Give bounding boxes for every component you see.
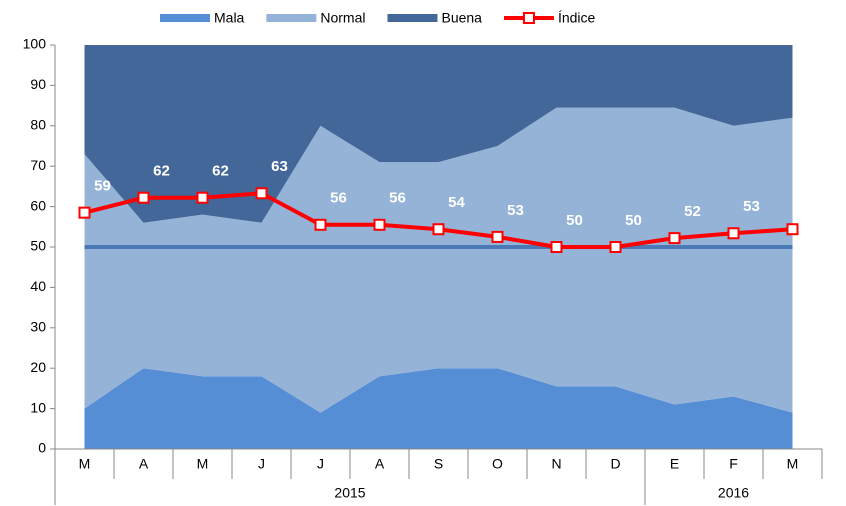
index-marker bbox=[727, 227, 740, 240]
data-label: 53 bbox=[507, 202, 524, 219]
index-marker bbox=[314, 218, 327, 231]
y-tick-label: 0 bbox=[38, 440, 46, 456]
data-label: 54 bbox=[802, 194, 819, 211]
y-tick-label: 20 bbox=[30, 359, 46, 375]
area bbox=[84, 368, 793, 449]
data-label: 52 bbox=[684, 203, 701, 220]
x-tick-label: E bbox=[670, 456, 679, 472]
legend-label: Índice bbox=[558, 10, 596, 26]
y-tick-label: 60 bbox=[30, 197, 46, 213]
x-tick-label: O bbox=[492, 456, 503, 472]
data-label: 54 bbox=[448, 194, 465, 211]
legend-swatch bbox=[387, 14, 438, 22]
y-tick-label: 10 bbox=[30, 399, 46, 415]
index-marker bbox=[196, 191, 209, 204]
group-label: 2015 bbox=[334, 485, 365, 501]
index-marker bbox=[668, 232, 681, 245]
area bbox=[84, 45, 793, 223]
x-tick-label: S bbox=[434, 456, 443, 472]
index-marker bbox=[255, 187, 268, 200]
index-marker bbox=[78, 206, 91, 219]
data-label: 56 bbox=[389, 190, 406, 207]
x-tick-label: A bbox=[139, 456, 149, 472]
index-marker bbox=[432, 223, 445, 236]
x-tick-label: N bbox=[551, 456, 561, 472]
y-tick-label: 100 bbox=[23, 36, 47, 52]
data-label: 62 bbox=[212, 163, 229, 180]
legend-label: Mala bbox=[214, 10, 245, 26]
x-tick-label: F bbox=[729, 456, 738, 472]
data-label: 62 bbox=[153, 163, 170, 180]
index-marker bbox=[491, 230, 504, 243]
data-label: 63 bbox=[271, 158, 288, 175]
y-tick-label: 30 bbox=[30, 319, 46, 335]
x-tick-label: J bbox=[258, 456, 265, 472]
area bbox=[84, 107, 793, 413]
y-tick-label: 80 bbox=[30, 117, 46, 133]
legend-swatch bbox=[266, 14, 317, 22]
index-marker bbox=[786, 223, 799, 236]
x-tick-label: J bbox=[317, 456, 324, 472]
data-label: 56 bbox=[330, 190, 347, 207]
legend-swatch bbox=[160, 14, 210, 22]
group-label: 2016 bbox=[718, 485, 749, 501]
index-marker bbox=[137, 191, 150, 204]
y-tick-label: 50 bbox=[30, 238, 46, 254]
y-tick-label: 70 bbox=[30, 157, 46, 173]
index-marker bbox=[373, 218, 386, 231]
y-tick-label: 40 bbox=[30, 278, 46, 294]
x-tick-label: A bbox=[375, 456, 385, 472]
x-tick-label: M bbox=[79, 456, 91, 472]
data-label: 53 bbox=[743, 198, 760, 215]
x-tick-label: D bbox=[610, 456, 620, 472]
data-label: 50 bbox=[566, 212, 583, 229]
y-tick-label: 90 bbox=[30, 76, 46, 92]
x-tick-label: M bbox=[787, 456, 799, 472]
x-tick-label: M bbox=[197, 456, 209, 472]
data-label: 50 bbox=[625, 212, 642, 229]
index-marker bbox=[609, 241, 622, 253]
legend-label: Normal bbox=[320, 10, 365, 26]
data-label: 59 bbox=[94, 178, 111, 195]
index-marker bbox=[550, 241, 563, 253]
legend-swatch bbox=[522, 12, 535, 24]
legend-label: Buena bbox=[441, 10, 482, 26]
